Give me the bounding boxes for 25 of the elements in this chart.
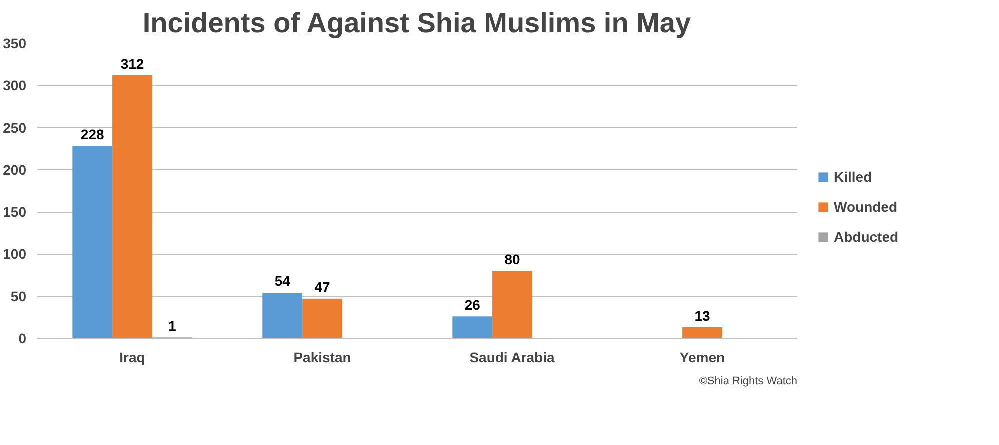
x-tick-label: Yemen <box>680 350 726 366</box>
data-label: 13 <box>694 308 710 324</box>
x-tick-label: Iraq <box>120 350 146 366</box>
legend-label: Abducted <box>834 229 899 245</box>
data-label: 80 <box>504 251 520 268</box>
text: ©Shia Rights Watch <box>699 376 798 388</box>
y-tick-label: 200 <box>3 162 27 178</box>
legend-label: Killed <box>834 169 872 185</box>
y-tick-label: 350 <box>3 36 27 52</box>
legend-label: Wounded <box>834 199 898 215</box>
data-label: 47 <box>314 279 330 296</box>
data-label: 54 <box>274 273 291 290</box>
chart-title: Incidents of Against Shia Muslims in May <box>142 8 692 38</box>
y-tick-label: 150 <box>3 204 27 220</box>
data-label: 1 <box>168 318 177 334</box>
data-label: 228 <box>80 126 104 143</box>
y-tick-label: 50 <box>10 288 27 304</box>
y-tick-label: 100 <box>3 246 27 262</box>
y-tick-label: 0 <box>18 330 27 346</box>
data-label: 312 <box>120 56 144 72</box>
x-tick-label: Saudi Arabia <box>470 350 555 366</box>
data-label: 26 <box>464 296 481 313</box>
y-tick-label: 250 <box>3 120 27 136</box>
x-tick-label: Pakistan <box>294 350 352 366</box>
y-tick-label: 300 <box>3 78 27 94</box>
